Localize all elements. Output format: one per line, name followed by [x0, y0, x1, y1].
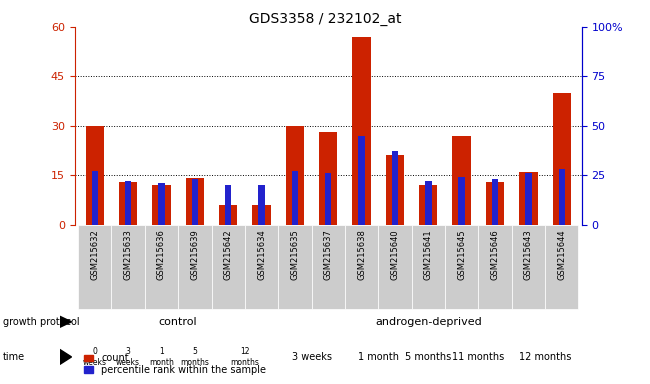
Text: 1
month: 1 month	[149, 347, 174, 367]
Bar	[258, 185, 265, 225]
Text: 11 months: 11 months	[452, 352, 504, 362]
Text: growth protocol: growth protocol	[3, 317, 80, 327]
Bar	[552, 93, 571, 225]
Bar	[358, 136, 365, 225]
Bar	[458, 177, 465, 225]
Text: 0
weeks: 0 weeks	[83, 347, 107, 367]
Polygon shape	[60, 316, 72, 327]
Bar	[425, 181, 432, 225]
Bar	[525, 173, 532, 225]
Bar	[186, 179, 204, 225]
Bar	[252, 205, 270, 225]
Bar	[558, 169, 565, 225]
Text: 12
months: 12 months	[230, 347, 259, 367]
Bar	[219, 205, 237, 225]
Bar	[319, 132, 337, 225]
Bar	[225, 185, 231, 225]
Bar	[92, 171, 98, 225]
Bar	[419, 185, 437, 225]
Text: 3 weeks: 3 weeks	[292, 352, 332, 362]
Bar	[452, 136, 471, 225]
Bar	[286, 126, 304, 225]
Legend: count, percentile rank within the sample: count, percentile rank within the sample	[79, 349, 270, 379]
Bar	[392, 151, 398, 225]
Bar	[492, 179, 499, 225]
Text: 1 month: 1 month	[358, 352, 399, 362]
Bar	[119, 182, 137, 225]
Text: 3
weeks: 3 weeks	[116, 347, 140, 367]
Text: GDS3358 / 232102_at: GDS3358 / 232102_at	[249, 12, 401, 26]
Text: 5 months: 5 months	[405, 352, 452, 362]
Polygon shape	[60, 349, 72, 364]
Bar	[192, 179, 198, 225]
Bar	[152, 185, 171, 225]
Bar	[352, 37, 370, 225]
Text: time: time	[3, 352, 25, 362]
Bar	[158, 183, 164, 225]
Text: 5
months: 5 months	[181, 347, 209, 367]
Bar	[86, 126, 104, 225]
Text: 12 months: 12 months	[519, 352, 571, 362]
Bar	[125, 181, 131, 225]
Text: androgen-deprived: androgen-deprived	[375, 317, 482, 327]
Bar	[325, 173, 332, 225]
Text: control: control	[159, 317, 198, 327]
Bar	[519, 172, 538, 225]
Bar	[386, 156, 404, 225]
Bar	[292, 171, 298, 225]
Bar	[486, 182, 504, 225]
